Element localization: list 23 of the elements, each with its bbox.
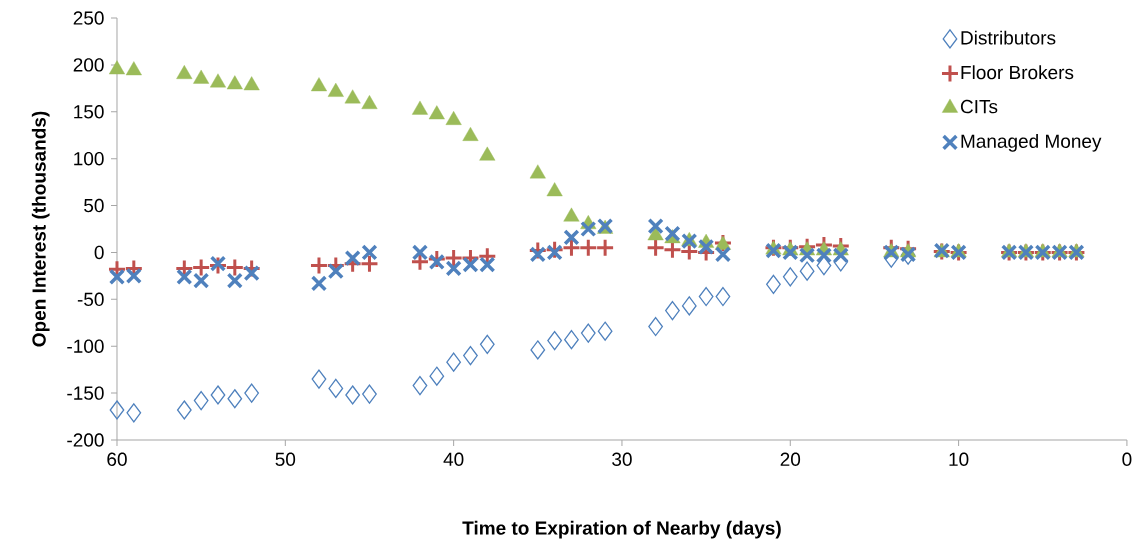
legend-label: CITs	[960, 99, 998, 114]
x-axis-title: Time to Expiration of Nearby (days)	[462, 520, 781, 539]
x-tick-label: 30	[612, 452, 632, 466]
y-tick-label: 150	[74, 105, 104, 119]
y-axis-title: Open Interest (thousands)	[31, 111, 50, 347]
x-tick-label: 50	[275, 452, 296, 466]
y-tick-label: 200	[73, 58, 104, 72]
x-tick-label: 10	[949, 452, 969, 466]
y-tick-label: -50	[77, 292, 104, 307]
x-tick-label: 40	[443, 452, 464, 466]
legend-label: Distributors	[961, 30, 1056, 45]
x-tick-label: 20	[780, 452, 801, 466]
y-tick-label: -150	[67, 386, 104, 400]
x-tick-label: 60	[107, 452, 127, 466]
y-tick-label: -200	[67, 433, 104, 447]
y-tick-label: -100	[67, 339, 104, 353]
legend-label: Managed Money	[961, 133, 1102, 152]
legend-label: Floor Brokers	[961, 65, 1074, 80]
x-tick-label: 0	[1122, 452, 1132, 466]
y-tick-label: 100	[74, 151, 104, 166]
y-tick-label: 0	[94, 245, 104, 260]
y-tick-label: 250	[73, 11, 104, 25]
y-tick-label: 50	[84, 198, 104, 213]
